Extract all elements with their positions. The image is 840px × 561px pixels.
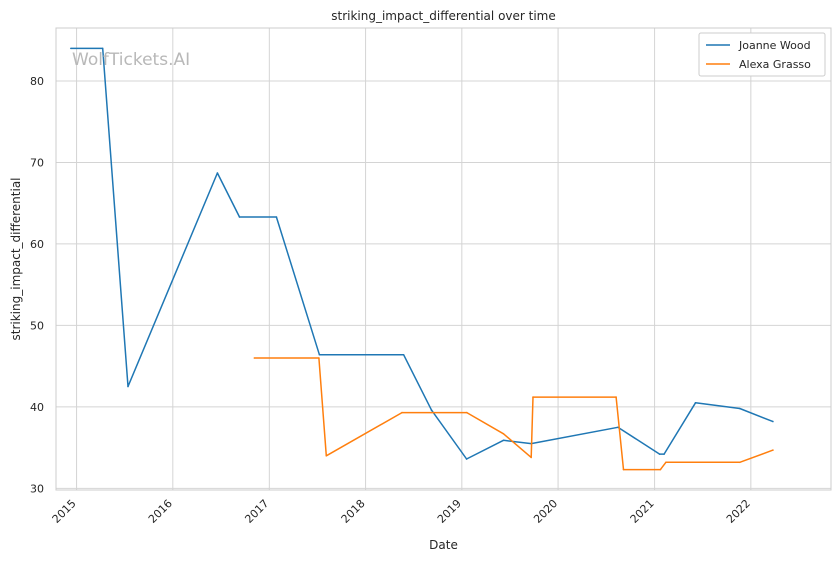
- legend-label-alexa-grasso: Alexa Grasso: [739, 58, 811, 71]
- data-point-joanne-wood-0: [69, 47, 72, 50]
- data-point-alexa-grasso-13: [772, 449, 774, 451]
- y-tick-label-60: 60: [30, 238, 44, 251]
- data-point-alexa-grasso-1: [318, 357, 320, 359]
- data-point-joanne-wood-1: [101, 47, 104, 50]
- data-point-joanne-wood-7: [402, 353, 405, 356]
- data-point-alexa-grasso-5: [502, 432, 505, 435]
- data-point-joanne-wood-17: [772, 420, 774, 423]
- y-tick-label-30: 30: [30, 482, 44, 495]
- data-point-joanne-wood-14: [663, 453, 665, 455]
- data-point-joanne-wood-8: [430, 409, 433, 411]
- chart-title: striking_impact_differential over time: [331, 9, 556, 23]
- watermark-text: WolfTickets.AI: [72, 50, 190, 70]
- data-point-joanne-wood-12: [617, 426, 619, 429]
- series-line-alexa-grasso: [254, 357, 774, 471]
- data-point-alexa-grasso-3: [401, 411, 403, 414]
- data-point-alexa-grasso-11: [665, 461, 667, 464]
- y-axis-title: striking_impact_differential: [9, 177, 23, 340]
- data-point-joanne-wood-3: [216, 172, 219, 174]
- legend: Joanne Wood Alexa Grasso: [698, 32, 826, 77]
- data-point-joanne-wood-2: [127, 385, 129, 388]
- data-point-alexa-grasso-0: [253, 357, 256, 359]
- data-point-alexa-grasso-2: [325, 454, 328, 457]
- series-line-joanne-wood: [70, 47, 774, 460]
- data-point-joanne-wood-16: [738, 407, 741, 410]
- data-point-alexa-grasso-10: [659, 468, 662, 471]
- legend-box: [698, 32, 826, 77]
- data-point-alexa-grasso-8: [615, 396, 617, 398]
- data-point-joanne-wood-13: [658, 453, 661, 455]
- data-point-joanne-wood-5: [275, 216, 278, 218]
- y-tick-label-50: 50: [30, 319, 44, 332]
- y-tick-label-40: 40: [30, 401, 44, 414]
- data-point-alexa-grasso-9: [622, 468, 625, 471]
- series-layer: [69, 47, 774, 471]
- x-axis-title: Date: [429, 538, 458, 552]
- data-point-joanne-wood-15: [694, 402, 697, 404]
- plot-frame: [55, 27, 832, 491]
- y-tick-label-80: 80: [30, 75, 44, 88]
- y-tick-label-70: 70: [30, 156, 44, 169]
- data-point-joanne-wood-6: [318, 353, 321, 356]
- data-point-alexa-grasso-6: [530, 456, 532, 459]
- data-point-alexa-grasso-4: [466, 411, 468, 414]
- data-point-alexa-grasso-7: [532, 396, 534, 398]
- data-point-joanne-wood-4: [238, 216, 241, 218]
- data-point-joanne-wood-10: [502, 439, 505, 442]
- data-point-joanne-wood-9: [465, 458, 468, 460]
- data-point-alexa-grasso-12: [738, 461, 741, 464]
- legend-label-joanne-wood: Joanne Wood: [738, 39, 811, 52]
